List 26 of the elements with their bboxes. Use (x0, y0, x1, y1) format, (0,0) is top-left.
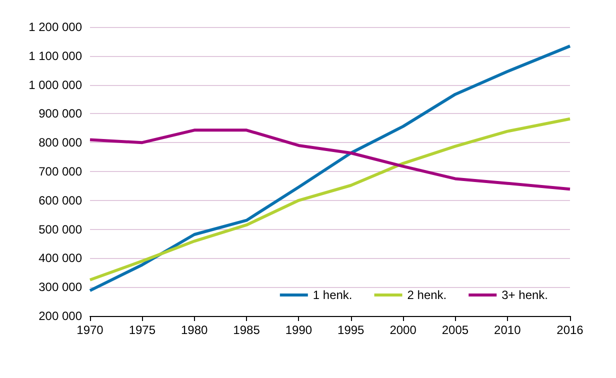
y-tick-label: 200 000 (38, 309, 82, 323)
y-tick-label: 600 000 (38, 193, 82, 208)
legend-label: 3+ henk. (502, 288, 548, 302)
y-tick-label: 700 000 (38, 164, 82, 178)
x-tick-label: 2000 (390, 323, 417, 337)
x-tick-label: 1975 (128, 323, 156, 337)
x-tick-label: 2016 (556, 323, 584, 337)
y-tick-label: 1 200 000 (28, 20, 82, 34)
y-tick-label: 1 000 000 (28, 78, 82, 92)
line-series (88, 117, 572, 282)
line-series (88, 128, 572, 191)
x-tick-label: 1970 (76, 323, 104, 337)
y-tick-label: 1 100 000 (28, 48, 82, 63)
legend-label: 2 henk. (407, 288, 447, 302)
x-tick-label: 1985 (233, 323, 260, 337)
y-tick-label: 900 000 (38, 106, 82, 121)
x-tick-label: 1980 (180, 323, 208, 337)
y-tick-label: 800 000 (38, 136, 82, 150)
x-tick-label: 2005 (442, 323, 469, 337)
y-tick-label: 400 000 (38, 251, 82, 266)
x-tick-label: 1995 (338, 323, 365, 337)
y-tick-label: 300 000 (38, 280, 82, 294)
x-tick-label: 1990 (285, 323, 312, 337)
y-tick-label: 500 000 (38, 222, 82, 236)
x-tick-label: 2010 (494, 323, 522, 337)
legend-label: 1 henk. (312, 288, 352, 302)
